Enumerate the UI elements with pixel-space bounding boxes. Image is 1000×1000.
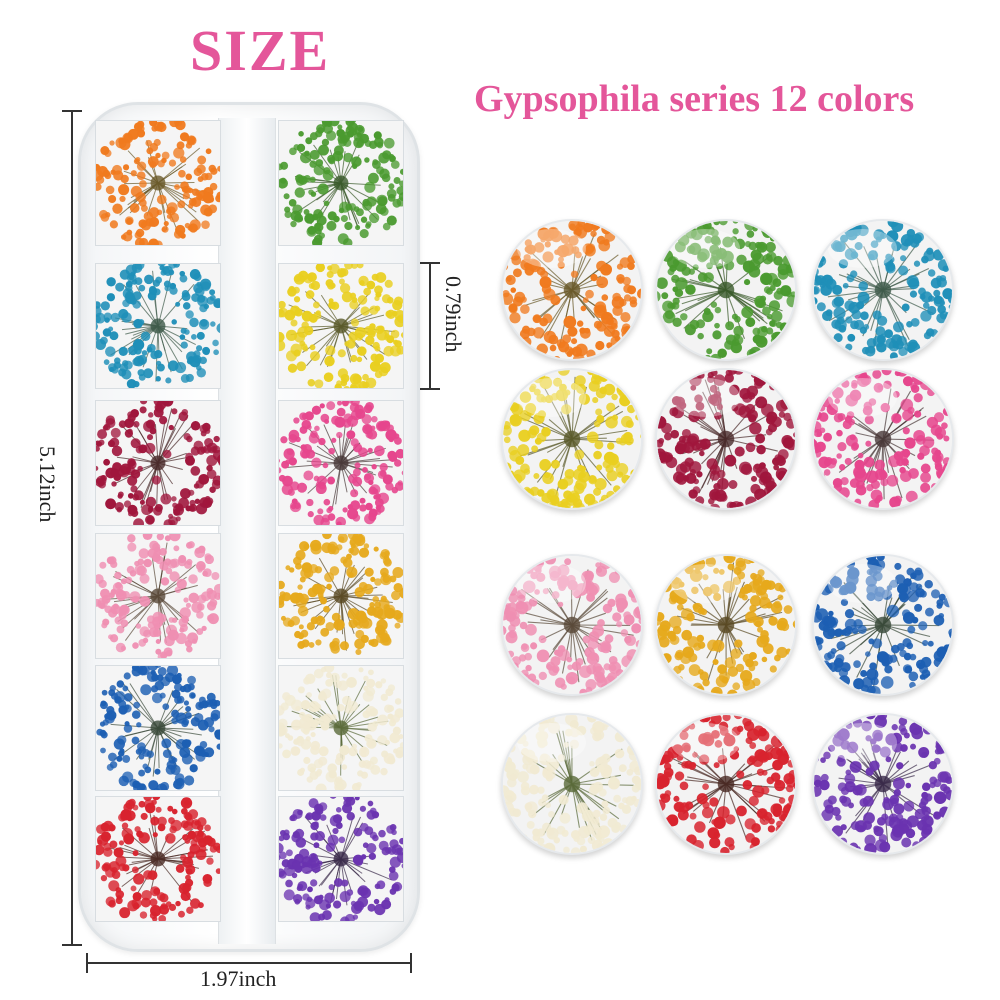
tray-cell-green [278,120,404,246]
height-dimension-label: 5.12inch [35,446,60,523]
swatch-yellow [501,368,643,510]
tray-cell-orange [95,120,221,246]
cell-dimension-tick-top [418,262,440,264]
swatch-teal-blue [812,219,954,361]
flower-icon [279,264,403,388]
flower-icon [657,556,795,694]
tray-cell-red [95,796,221,922]
flower-icon [96,121,220,245]
flower-icon [657,715,795,853]
page-title: SIZE [190,18,331,83]
width-dimension-label: 1.97inch [200,966,277,991]
width-dimension-line [86,962,412,964]
flower-icon [814,221,952,359]
tray-cell-light-pink [95,533,221,659]
cell-dimension-label: 0.79inch [441,276,466,353]
series-subtitle: Gypsophila series 12 colors [474,78,915,120]
flower-icon [657,221,795,359]
flower-icon [814,556,952,694]
swatch-light-pink [501,554,643,696]
tray-cell-teal-blue [95,263,221,389]
height-dimension-tick-top [62,110,82,112]
flower-icon [96,797,220,921]
tray-cell-cream-white [278,665,404,791]
swatch-red [655,713,797,855]
swatch-golden-yellow [655,554,797,696]
flower-icon [279,401,403,525]
tray-cell-purple [278,796,404,922]
swatch-hot-pink [812,368,954,510]
flower-icon [657,370,795,508]
height-dimension-line [71,110,73,946]
swatch-purple [812,713,954,855]
tray-cell-hot-pink [278,400,404,526]
swatch-royal-blue [812,554,954,696]
flower-icon [503,221,641,359]
flower-icon [96,401,220,525]
tray-cell-yellow [278,263,404,389]
flower-icon [503,370,641,508]
swatch-cream-white [501,713,643,855]
cell-dimension-line [429,262,431,390]
flower-icon [814,370,952,508]
cell-dimension-tick-bottom [418,388,440,390]
flower-icon [279,797,403,921]
flower-icon [814,715,952,853]
swatch-green [655,219,797,361]
tray-cell-burgundy [95,400,221,526]
flower-icon [503,556,641,694]
flower-icon [96,264,220,388]
tray-cell-golden-yellow [278,533,404,659]
tray-cell-royal-blue [95,665,221,791]
flower-icon [279,534,403,658]
flower-icon [279,121,403,245]
width-dimension-tick-left [86,953,88,973]
swatch-orange [501,219,643,361]
flower-icon [96,666,220,790]
width-dimension-tick-right [410,953,412,973]
tray-divider [218,118,276,944]
swatch-burgundy [655,368,797,510]
flower-icon [503,715,641,853]
flower-icon [279,666,403,790]
flower-icon [96,534,220,658]
height-dimension-tick-bottom [62,944,82,946]
